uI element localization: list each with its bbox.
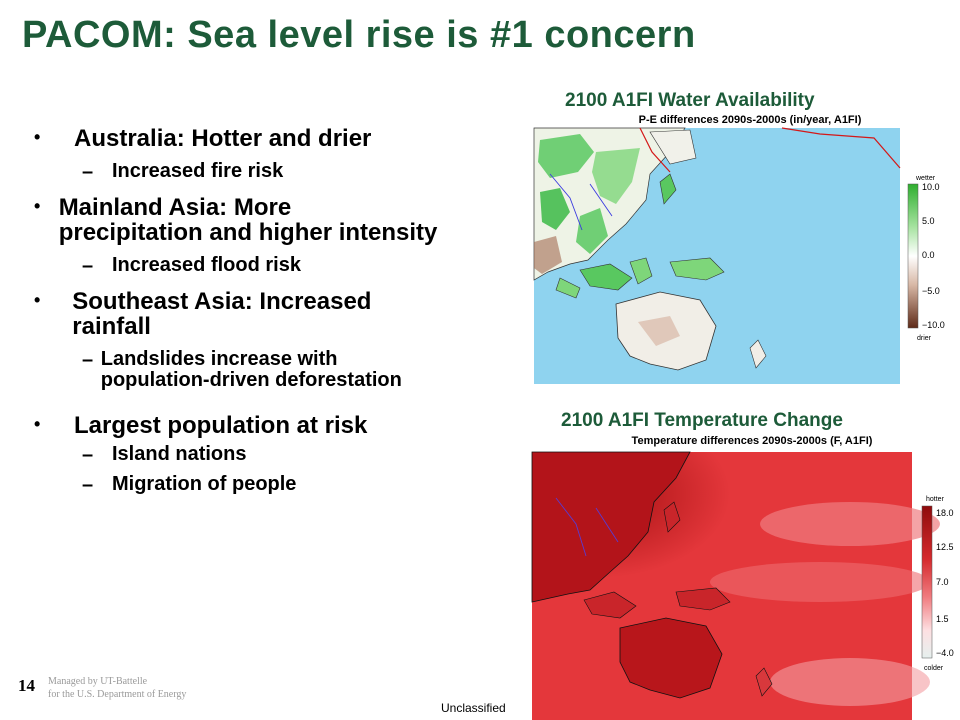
sub-bullet-text: Increased fire risk (112, 160, 284, 182)
bullet-dot: • (34, 414, 41, 434)
sub-bullet-text: Landslides increase with population-driv… (100, 348, 402, 391)
slide-title: PACOM: Sea level rise is #1 concern (22, 14, 696, 56)
sub-bullet-migration: – Migration of people (82, 473, 440, 497)
temperature-legend: hotter 18.0 12.5 7.0 1.5 −4.0 colder (921, 496, 954, 672)
legend-tick: 12.5 (936, 542, 954, 552)
legend-top-label: wetter (915, 175, 936, 182)
new-guinea-island (669, 257, 725, 281)
temperature-change-map: Temperature differences 2090s-2000s (F, … (531, 435, 954, 720)
bullet-text: Mainland Asia: More precipitation and hi… (58, 194, 438, 246)
wetter-zone (592, 148, 640, 204)
bullet-text: Australia: Hotter and drier (74, 125, 372, 152)
sub-bullet-text: Island nations (112, 443, 247, 465)
sub-bullet-landslides: – Landslides increase with population-dr… (82, 349, 440, 391)
north-landmass (649, 129, 697, 165)
dash-marker: – (82, 444, 94, 466)
cooler-band (760, 502, 940, 546)
river-line (549, 173, 613, 231)
legend-bottom-label: colder (924, 665, 944, 672)
sub-bullet-text: Increased flood risk (112, 254, 301, 276)
temperature-map-caption: 2100 A1FI Temperature Change (561, 410, 843, 431)
philippines-island (663, 501, 681, 533)
legend-top-label: hotter (926, 496, 945, 503)
dash-marker: – (82, 349, 94, 371)
cooler-band (770, 658, 930, 706)
sub-bullet-islands: – Island nations (82, 443, 440, 467)
legend-tick: 0.0 (922, 250, 935, 260)
sub-bullet-flood: – Increased flood risk (82, 254, 440, 278)
drier-zone (534, 236, 562, 274)
water-map-subtitle: P-E differences 2090s-2000s (in/year, A1… (639, 114, 862, 126)
water-map-area (533, 127, 901, 384)
legend-tick: −10.0 (922, 320, 945, 330)
border-line (781, 127, 901, 169)
legend-colorbar (907, 183, 919, 329)
australia-landmass (619, 617, 723, 699)
bullet-dot: • (34, 127, 41, 147)
bullet-list: • Australia: Hotter and drier – Increase… (30, 126, 440, 496)
classification-label: Unclassified (441, 701, 506, 715)
asia-landmass (531, 451, 691, 603)
bullet-population: • Largest population at risk (30, 413, 440, 438)
new-zealand-island (749, 339, 767, 369)
temperature-map-area (531, 451, 940, 720)
bullet-dot: • (34, 290, 41, 310)
wetter-zone (540, 188, 570, 230)
river-line (555, 497, 619, 557)
legend-colorbar (921, 505, 933, 659)
bullet-mainland-asia: • Mainland Asia: More precipitation and … (30, 195, 440, 245)
water-availability-map: P-E differences 2090s-2000s (in/year, A1… (533, 114, 945, 384)
sumatra-island (555, 277, 581, 299)
dash-marker: – (82, 161, 94, 183)
legend-tick: −5.0 (922, 286, 940, 296)
borneo-island (579, 263, 633, 291)
page-number: 14 (18, 676, 35, 695)
bullet-text: Largest population at risk (74, 412, 368, 439)
bullet-southeast-asia: • Southeast Asia: Increased rainfall (30, 289, 440, 339)
footer-department: for the U.S. Department of Energy (48, 689, 187, 700)
dash-marker: – (82, 474, 94, 496)
wetter-zone (538, 134, 594, 178)
temperature-map-subtitle: Temperature differences 2090s-2000s (F, … (632, 435, 873, 447)
legend-bottom-label: drier (917, 335, 932, 342)
borneo-island (583, 591, 637, 619)
drier-zone (638, 316, 680, 346)
new-guinea-island (675, 587, 731, 611)
dash-marker: – (82, 255, 94, 277)
cooler-band (710, 562, 930, 602)
wetter-zone (576, 208, 608, 254)
new-zealand-island (755, 667, 773, 697)
legend-tick: 10.0 (922, 182, 940, 192)
legend-tick: −4.0 (936, 648, 954, 658)
legend-tick: 7.0 (936, 577, 949, 587)
border-line (639, 127, 671, 173)
sub-bullet-fire: – Increased fire risk (82, 160, 440, 184)
bullet-australia: • Australia: Hotter and drier (30, 126, 440, 151)
legend-tick: 18.0 (936, 508, 954, 518)
bullet-text: Southeast Asia: Increased rainfall (72, 288, 372, 340)
legend-tick: 1.5 (936, 614, 949, 624)
water-map-caption: 2100 A1FI Water Availability (565, 90, 815, 111)
sub-bullet-text: Migration of people (112, 473, 297, 495)
legend-tick: 5.0 (922, 216, 935, 226)
philippines-island (659, 173, 677, 205)
footer-managed-by: Managed by UT-Battelle (48, 676, 148, 687)
water-legend: wetter 10.0 5.0 0.0 −5.0 −10.0 drier (907, 175, 945, 342)
bullet-dot: • (34, 196, 41, 216)
sulawesi-island (629, 257, 653, 285)
